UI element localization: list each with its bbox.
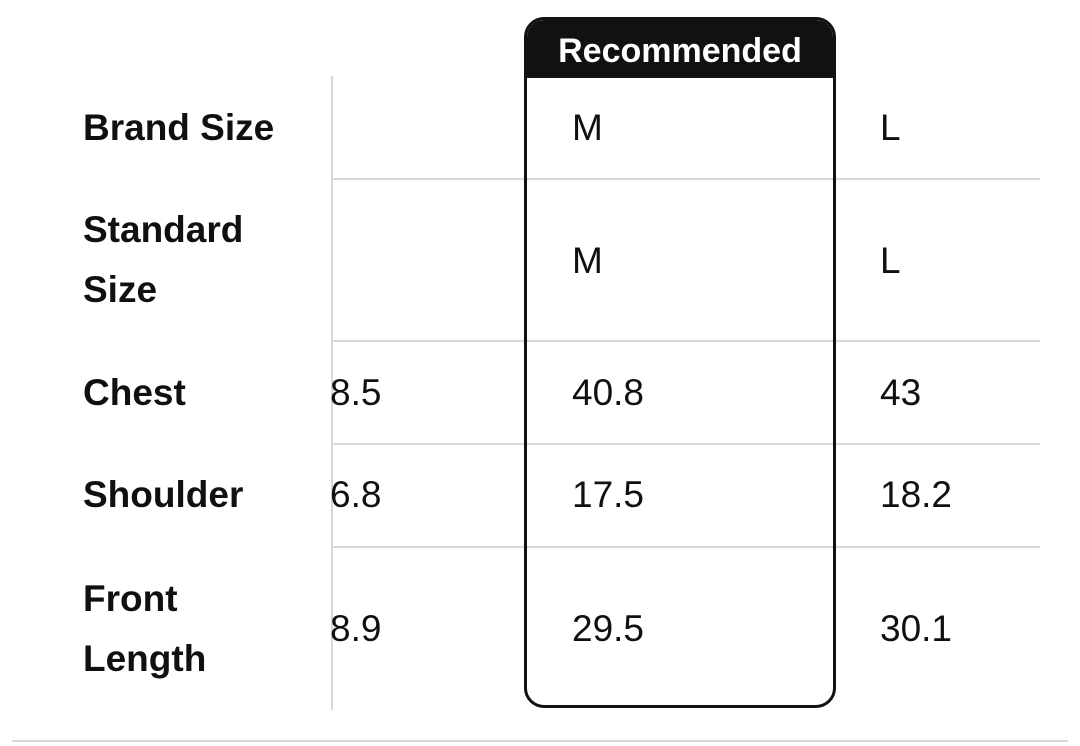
row-label-line2: Length bbox=[83, 638, 207, 679]
cell-next-size: L bbox=[880, 240, 901, 281]
row-divider bbox=[332, 340, 1040, 342]
cell-recommended: 40.8 bbox=[572, 372, 645, 413]
cell-partial: 8.9 bbox=[330, 608, 382, 649]
row-label-line2: Size bbox=[83, 269, 158, 310]
column-divider bbox=[331, 76, 333, 710]
cell-next-size: L bbox=[880, 107, 901, 148]
cell-recommended: 29.5 bbox=[572, 608, 645, 649]
cell-recommended: M bbox=[572, 240, 603, 281]
row-divider bbox=[332, 178, 1040, 180]
row-label-line1: Standard bbox=[83, 209, 244, 250]
cell-next-size: 30.1 bbox=[880, 608, 953, 649]
row-divider bbox=[332, 546, 1040, 548]
row-label: Shoulder bbox=[83, 474, 244, 515]
recommended-column: Recommended bbox=[524, 17, 836, 708]
cell-recommended: 17.5 bbox=[572, 474, 645, 515]
row-label-line1: Front bbox=[83, 578, 178, 619]
row-label: Chest bbox=[83, 372, 186, 413]
cell-partial: 8.5 bbox=[330, 372, 382, 413]
row-divider bbox=[332, 443, 1040, 445]
bottom-divider bbox=[12, 740, 1068, 742]
cell-next-size: 43 bbox=[880, 372, 922, 413]
cell-recommended: M bbox=[572, 107, 603, 148]
cell-next-size: 18.2 bbox=[880, 474, 953, 515]
row-label: Brand Size bbox=[83, 107, 275, 148]
recommended-header: Recommended bbox=[527, 20, 833, 78]
cell-partial: 6.8 bbox=[330, 474, 382, 515]
